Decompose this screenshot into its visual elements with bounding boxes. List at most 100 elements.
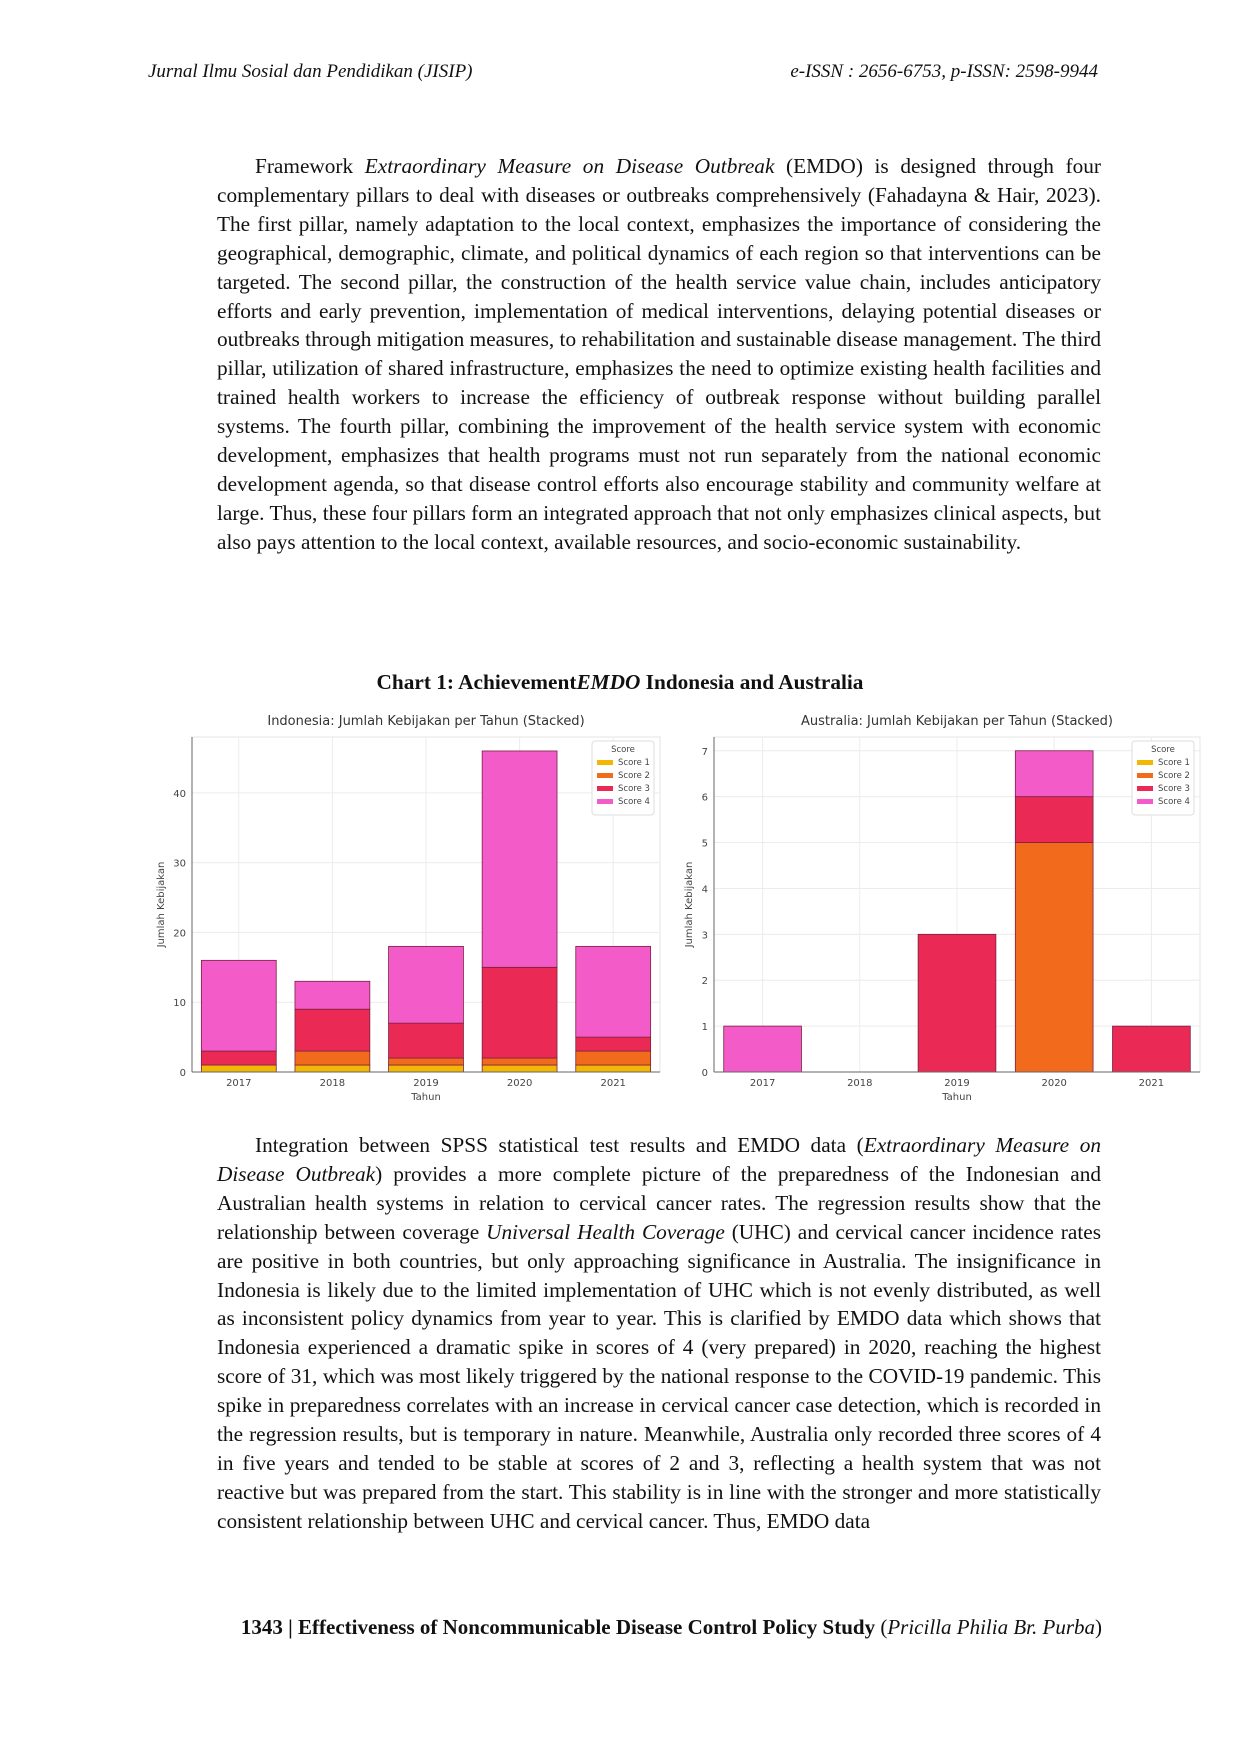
running-header: Jurnal Ilmu Sosial dan Pendidikan (JISIP… xyxy=(148,60,1098,84)
chart-title: Indonesia: Jumlah Kebijakan per Tahun (S… xyxy=(267,714,584,729)
page-footer: 1343 | Effectiveness of Noncommunicable … xyxy=(210,1613,1102,1641)
caption-text-2: Indonesia and Australia xyxy=(640,670,864,694)
journal-name: Jurnal Ilmu Sosial dan Pendidikan (JISIP… xyxy=(148,61,473,82)
legend-entry: Score 2 xyxy=(1158,771,1190,781)
bar-segment-2018-score-2 xyxy=(294,1050,371,1066)
bar-segment-2019-score-2 xyxy=(388,1057,464,1066)
x-axis-label: Tahun xyxy=(941,1092,972,1103)
y-tick-label: 5 xyxy=(702,839,708,850)
bar-segment-2017-score-4 xyxy=(723,1025,802,1073)
x-axis-label: Tahun xyxy=(410,1092,441,1103)
para1-text-2: (EMDO) is designed through four compleme… xyxy=(217,154,1101,554)
journal-issn: e-ISSN : 2656-6753, p-ISSN: 2598-9944 xyxy=(790,61,1098,82)
para1-italic-1: Extraordinary Measure on Disease Outbrea… xyxy=(364,154,775,178)
y-tick-label: 3 xyxy=(702,930,708,941)
footer-title: Effectiveness of Noncommunicable Disease… xyxy=(298,1615,876,1639)
bar-segment-2019-score-4 xyxy=(388,945,464,1024)
y-tick-label: 20 xyxy=(173,928,186,939)
chart-legend: Score Score 1 Score 2 Score 3 Score 4 xyxy=(591,740,655,816)
bar-segment-2019-score-3 xyxy=(388,1022,464,1059)
legend-swatch xyxy=(597,773,613,778)
legend-swatch xyxy=(597,760,613,765)
chart-title: Australia: Jumlah Kebijakan per Tahun (S… xyxy=(801,714,1113,729)
legend-entry: Score 4 xyxy=(618,797,650,807)
bar-segment-2020-score-2 xyxy=(1014,842,1094,1073)
caption-italic: EMDO xyxy=(576,670,641,694)
body-paragraph-emdo-framework: Framework Extraordinary Measure on Disea… xyxy=(217,152,1101,557)
x-tick-label: 2021 xyxy=(1139,1078,1164,1089)
x-tick-label: 2017 xyxy=(226,1078,251,1089)
legend-entry: Score 3 xyxy=(1158,784,1190,794)
bar-segment-2021-score-3 xyxy=(1112,1025,1191,1073)
footer-author: Pricilla Philia Br. Purba xyxy=(887,1615,1095,1639)
chart-australia: Australia: Jumlah Kebijakan per Tahun (S… xyxy=(678,705,1210,1125)
bar-segment-2017-score-4 xyxy=(200,959,277,1052)
bar-segment-2021-score-2 xyxy=(575,1050,652,1066)
para2-text-1: Integration between SPSS statistical tes… xyxy=(255,1133,864,1157)
bar-segment-2018-score-1 xyxy=(294,1064,371,1073)
x-tick-label: 2019 xyxy=(413,1078,438,1089)
bar-segment-2017-score-3 xyxy=(200,1050,277,1066)
para2-italic-2: Universal Health Coverage xyxy=(486,1219,725,1244)
x-tick-label: 2017 xyxy=(750,1078,775,1089)
chart-svg: Indonesia: Jumlah Kebijakan per Tahun (S… xyxy=(156,714,661,1103)
body-paragraph-integration: Integration between SPSS statistical tes… xyxy=(217,1131,1101,1536)
legend-entry: Score 1 xyxy=(618,758,650,768)
bar-segment-2019-score-3 xyxy=(917,933,997,1073)
bar-segment-2021-score-1 xyxy=(575,1064,652,1073)
x-tick-label: 2018 xyxy=(847,1078,872,1089)
para2-italic-1: Extraordinary Measure on Disease Outbrea… xyxy=(217,1133,1101,1186)
legend-entry: Score 2 xyxy=(618,771,650,781)
bar-segment-2018-score-4 xyxy=(294,980,371,1010)
chart-caption: Chart 1: AchievementEMDO Indonesia and A… xyxy=(0,668,1240,696)
y-axis-label: Jumlah Kebijakan xyxy=(156,862,167,949)
chart-legend: Score Score 1 Score 2 Score 3 Score 4 xyxy=(1131,740,1195,816)
bar-segment-2020-score-4 xyxy=(1014,750,1094,798)
legend-swatch xyxy=(597,799,613,804)
page-number: 1343 xyxy=(240,1615,283,1639)
bar-segment-2020-score-3 xyxy=(1014,796,1094,843)
legend-entry: Score 1 xyxy=(1158,758,1190,768)
legend-swatch xyxy=(1137,773,1153,778)
x-tick-label: 2020 xyxy=(507,1078,532,1089)
legend-swatch xyxy=(1137,799,1153,804)
legend-box xyxy=(1131,740,1195,816)
bar-segment-2017-score-1 xyxy=(200,1064,277,1073)
y-tick-label: 1 xyxy=(702,1022,708,1033)
bar-segment-2020-score-1 xyxy=(481,1064,558,1073)
legend-swatch xyxy=(597,786,613,791)
y-tick-label: 40 xyxy=(173,789,186,800)
y-tick-label: 0 xyxy=(180,1068,186,1079)
para2-text-2: ) provides a more complete picture of th… xyxy=(217,1161,1101,1244)
para1-text-1: Framework xyxy=(255,154,365,178)
caption-text-1: Chart 1: Achievement xyxy=(376,670,577,694)
y-tick-label: 2 xyxy=(702,976,708,987)
bar-segment-2020-score-4 xyxy=(481,750,558,968)
y-tick-label: 4 xyxy=(702,884,708,895)
footer-open-paren: ( xyxy=(875,1615,888,1639)
bar-segment-2021-score-4 xyxy=(575,945,652,1038)
y-axis-label: Jumlah Kebijakan xyxy=(684,862,695,949)
legend-entry: Score 4 xyxy=(1158,797,1190,807)
legend-title: Score xyxy=(1151,745,1175,755)
x-tick-label: 2018 xyxy=(320,1078,345,1089)
legend-swatch xyxy=(1137,786,1153,791)
legend-entry: Score 3 xyxy=(618,784,650,794)
para2-text-3: (UHC) and cervical cancer incidence rate… xyxy=(217,1219,1101,1533)
footer-close-paren: ) xyxy=(1095,1615,1102,1639)
bar-segment-2021-score-3 xyxy=(575,1036,652,1052)
y-tick-label: 10 xyxy=(173,998,186,1009)
bar-segment-2020-score-2 xyxy=(481,1057,558,1066)
y-tick-label: 0 xyxy=(702,1068,708,1079)
legend-title: Score xyxy=(611,745,635,755)
x-tick-label: 2020 xyxy=(1041,1078,1066,1089)
y-tick-label: 7 xyxy=(702,747,708,758)
chart-svg: Australia: Jumlah Kebijakan per Tahun (S… xyxy=(684,714,1201,1103)
footer-separator: | xyxy=(282,1615,298,1639)
y-tick-label: 6 xyxy=(702,793,708,804)
legend-swatch xyxy=(1137,760,1153,765)
legend-box xyxy=(591,740,655,816)
x-tick-label: 2019 xyxy=(944,1078,969,1089)
chart-indonesia: Indonesia: Jumlah Kebijakan per Tahun (S… xyxy=(150,705,670,1125)
bar-segment-2020-score-3 xyxy=(481,966,558,1059)
